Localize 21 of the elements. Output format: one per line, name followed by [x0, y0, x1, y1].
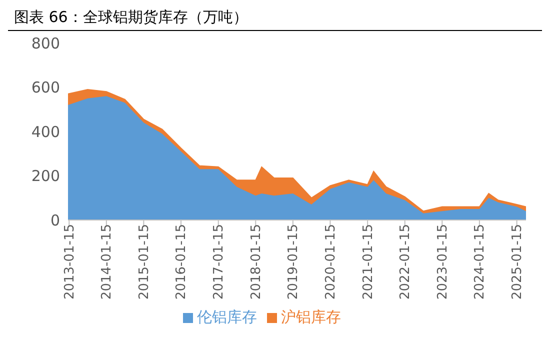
x-tick-label: 2022-01-15 — [398, 224, 414, 300]
y-tick-label: 200 — [31, 167, 60, 186]
legend-label: 沪铝库存 — [281, 308, 341, 326]
x-tick-label: 2025-01-15 — [510, 224, 526, 300]
x-tick-label: 2013-01-15 — [62, 224, 78, 300]
legend-label: 伦铝库存 — [197, 308, 257, 326]
y-tick-label: 600 — [31, 78, 60, 97]
x-tick-label: 2014-01-15 — [100, 224, 115, 300]
x-tick-label: 2016-01-15 — [174, 224, 190, 300]
x-tick-label: 2023-01-15 — [435, 224, 450, 300]
chart-title: 图表 66：全球铝期货库存（万吨） — [8, 8, 542, 31]
x-tick-label: 2017-01-15 — [212, 224, 227, 300]
x-tick-label: 2021-01-15 — [360, 224, 376, 300]
y-tick-label: 400 — [31, 122, 60, 141]
x-tick-label: 2015-01-15 — [136, 224, 152, 300]
y-tick-label: 0 — [50, 211, 60, 230]
x-tick-label: 2024-01-15 — [472, 224, 488, 300]
x-tick-label: 2020-01-15 — [323, 224, 338, 300]
x-tick-label: 2018-01-15 — [248, 224, 264, 300]
x-tick-label: 2019-01-15 — [286, 224, 302, 300]
y-tick-label: 800 — [31, 34, 60, 52]
